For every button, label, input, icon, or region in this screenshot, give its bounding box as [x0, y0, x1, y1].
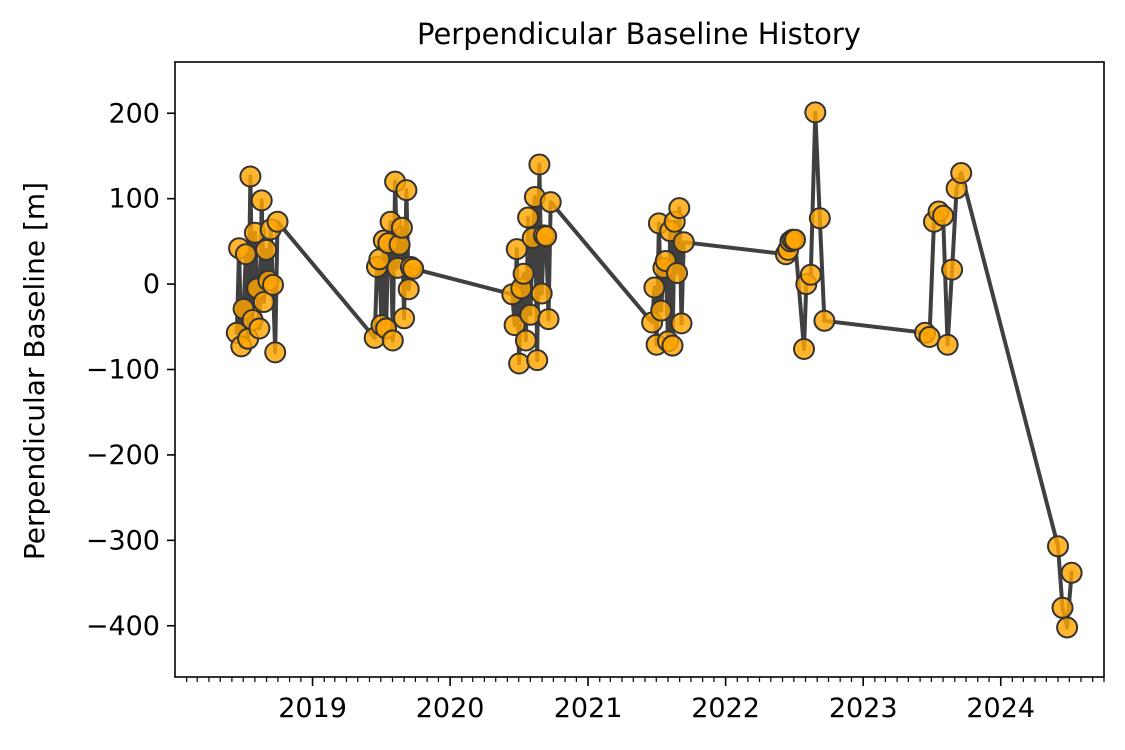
x-tick-label: 2024: [966, 693, 1035, 724]
data-point: [643, 276, 666, 299]
data-point: [804, 101, 827, 124]
x-tick-label: 2021: [554, 693, 623, 724]
data-point: [514, 329, 537, 352]
y-tick-label: 100: [108, 184, 160, 215]
data-point: [519, 303, 542, 326]
y-axis-label: Perpendicular Baseline [m]: [18, 182, 51, 560]
plot-frame: [174, 61, 1105, 678]
chart-title: Perpendicular Baseline History: [417, 17, 861, 51]
data-point: [395, 179, 418, 202]
data-point: [250, 189, 273, 212]
data-point: [672, 231, 695, 254]
data-point: [539, 191, 562, 214]
data-point: [808, 207, 831, 230]
data-point: [535, 225, 558, 248]
data-point: [248, 317, 271, 340]
data-point: [537, 308, 560, 331]
data-point: [255, 238, 278, 261]
data-point: [239, 165, 262, 188]
data-point: [784, 228, 806, 251]
data-point: [252, 291, 275, 313]
data-point: [668, 197, 691, 220]
data-point: [503, 314, 526, 337]
data-point: [932, 204, 955, 227]
data-point: [517, 206, 540, 229]
y-tick-label: 0: [143, 269, 160, 300]
data-point: [918, 326, 941, 348]
data-point: [512, 262, 535, 285]
plot-marks: [225, 101, 1083, 639]
data-point: [505, 238, 528, 261]
y-tick-label: 200: [108, 98, 160, 129]
data-point: [528, 153, 551, 176]
data-point: [661, 334, 684, 357]
data-point: [1056, 616, 1079, 639]
data-point: [508, 352, 531, 375]
data-point: [262, 273, 284, 296]
data-point: [793, 338, 815, 360]
data-point: [666, 262, 688, 284]
data-point: [381, 329, 404, 352]
axes: 200 100 0 −100 −200 −300 −400 2019 2020 2021 2022 2…: [86, 98, 1105, 724]
data-point: [264, 341, 287, 364]
data-point: [1047, 535, 1069, 558]
data-point: [950, 162, 973, 184]
data-point: [393, 307, 416, 330]
data-point: [402, 257, 425, 280]
data-point: [526, 349, 549, 372]
data-point: [941, 258, 964, 281]
x-tick-label: 2019: [278, 693, 347, 724]
x-tick-label: 2023: [829, 693, 898, 724]
y-tick-label: −100: [86, 355, 160, 386]
data-point: [530, 282, 553, 305]
x-tick-label: 2022: [691, 693, 760, 724]
data-point: [936, 333, 959, 356]
y-tick-label: −300: [86, 525, 160, 556]
data-point: [650, 299, 673, 322]
data-point: [1060, 561, 1083, 584]
data-point: [1051, 596, 1074, 619]
data-point: [397, 278, 420, 301]
x-tick-label: 2020: [416, 693, 485, 724]
data-point: [234, 243, 257, 266]
y-tick-label: −400: [86, 611, 160, 642]
data-point: [390, 216, 413, 239]
data-point: [813, 309, 836, 332]
y-tick-label: −200: [86, 440, 160, 471]
data-point: [266, 210, 289, 233]
data-point: [670, 312, 693, 335]
data-point: [799, 263, 822, 286]
